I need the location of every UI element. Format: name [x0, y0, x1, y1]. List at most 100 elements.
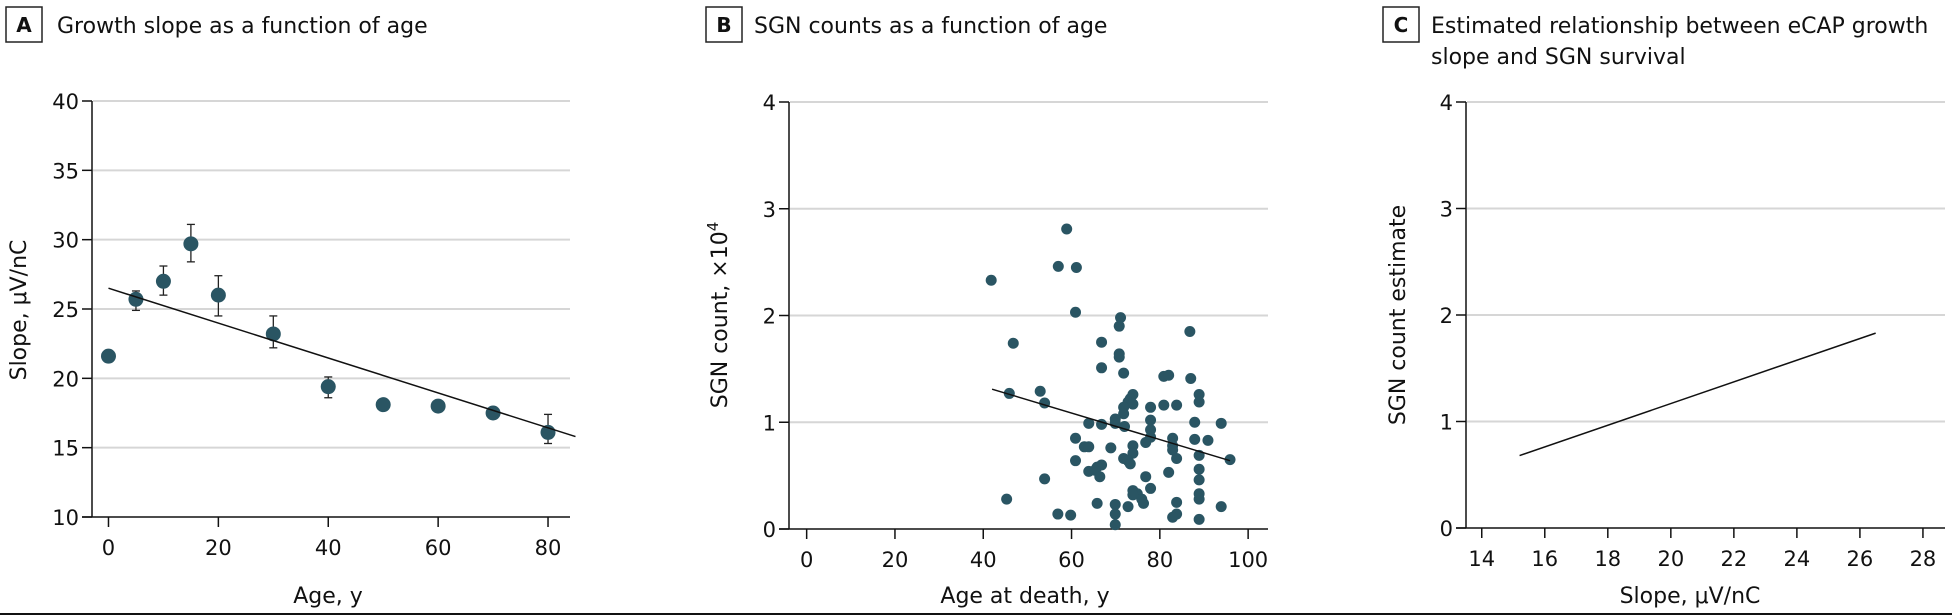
panel-b-marks — [985, 223, 1236, 531]
panel-c-x-axis-title: Slope, μV/nC — [1620, 584, 1761, 609]
data-point — [1140, 437, 1152, 449]
panel-b-x-tick-label: 80 — [1146, 548, 1173, 572]
data-point — [1171, 453, 1183, 465]
data-point — [1003, 387, 1015, 399]
panel-c-x-tick-label: 18 — [1594, 547, 1621, 571]
data-point — [155, 273, 171, 289]
panel-a-y-tick-label: 20 — [52, 367, 79, 391]
data-point — [1167, 511, 1179, 523]
data-point — [375, 397, 391, 413]
panel-a-label-box — [5, 6, 43, 43]
panel-c-y-tick-label: 3 — [1440, 198, 1453, 222]
data-point — [1115, 312, 1127, 324]
data-point — [1193, 396, 1205, 408]
data-point — [1052, 260, 1064, 272]
data-point — [100, 348, 116, 364]
data-point — [1215, 501, 1227, 513]
panel-b-y-axis-title-superscript: 4 — [704, 222, 722, 232]
panel-c-label-box — [1382, 6, 1420, 43]
panel-a-x-tick-label: 40 — [315, 536, 342, 560]
panel-a-y-axis-title: Slope, μV/nC — [7, 240, 32, 381]
data-point — [1202, 434, 1214, 446]
data-point — [1127, 489, 1139, 501]
data-point — [210, 287, 226, 303]
data-point — [1138, 497, 1150, 509]
panel-c-marks — [1519, 332, 1876, 457]
data-point — [1070, 261, 1082, 273]
panel-c-axes: 0 1 2 3 4 14 16 18 20 22 24 26 28 — [1440, 91, 1945, 571]
data-point — [1145, 401, 1157, 413]
data-point — [1185, 372, 1197, 384]
estimate-line — [1519, 332, 1876, 457]
data-point — [1113, 351, 1125, 363]
data-point — [1145, 414, 1157, 426]
panel-c-x-tick-label: 14 — [1468, 547, 1495, 571]
panel-b-y-tick-label: 1 — [763, 411, 776, 435]
regression-line — [991, 388, 1231, 462]
data-point — [1189, 433, 1201, 445]
panel-c-x-tick-label: 22 — [1720, 547, 1747, 571]
panel-b-label-box — [705, 6, 743, 43]
panel-a-y-tick-label: 35 — [52, 159, 79, 183]
panel-c-x-tick-label: 24 — [1784, 547, 1811, 571]
data-point — [1193, 474, 1205, 486]
data-point — [1193, 463, 1205, 475]
panel-b-x-tick-label: 40 — [970, 548, 997, 572]
data-point — [1124, 458, 1136, 470]
panel-c-x-tick-label: 20 — [1657, 547, 1684, 571]
panel-b-y-axis-title: SGN count, ×104 — [704, 222, 733, 409]
panel-c-gridlines — [1467, 101, 1945, 423]
data-point — [1193, 513, 1205, 525]
panel-c-x-tick-label: 26 — [1847, 547, 1874, 571]
data-point — [1109, 498, 1121, 510]
panel-b-gridlines — [790, 101, 1268, 424]
panel-a-marks — [100, 223, 576, 445]
data-point — [1171, 496, 1183, 508]
data-point — [1215, 417, 1227, 429]
panel-a-y-tick-label: 30 — [52, 229, 79, 253]
data-point — [1007, 337, 1019, 349]
panel-b-title: SGN counts as a function of age — [754, 14, 1107, 39]
data-point — [1070, 432, 1082, 444]
data-point — [1065, 509, 1077, 521]
panel-c: C Estimated relationship between eCAP gr… — [1382, 6, 1945, 609]
panel-a-x-tick-label: 60 — [425, 536, 452, 560]
panel-c-y-tick-label: 2 — [1440, 304, 1453, 328]
data-point — [1091, 497, 1103, 509]
data-point — [265, 326, 281, 342]
panel-a-y-tick-label: 25 — [52, 298, 79, 322]
data-point — [1070, 306, 1082, 318]
panel-c-title-line-1: Estimated relationship between eCAP grow… — [1431, 14, 1928, 39]
data-point — [183, 236, 199, 252]
data-point — [1118, 408, 1130, 420]
data-point — [1001, 493, 1013, 505]
data-point — [1158, 399, 1170, 411]
data-point — [1105, 442, 1117, 454]
panel-b-x-axis-title: Age at death, y — [940, 584, 1109, 609]
panel-c-x-tick-label: 28 — [1910, 547, 1937, 571]
data-point — [1061, 223, 1073, 235]
data-point — [1163, 466, 1175, 478]
data-point — [1171, 399, 1183, 411]
panel-b-y-tick-label: 0 — [763, 518, 776, 542]
panel-a-x-tick-label: 80 — [535, 536, 562, 560]
data-point — [1193, 493, 1205, 505]
data-point — [1083, 417, 1095, 429]
data-point — [1167, 444, 1179, 456]
panel-c-y-tick-label: 4 — [1440, 91, 1453, 115]
data-point — [1140, 471, 1152, 483]
panel-a-x-tick-label: 0 — [102, 536, 115, 560]
data-point — [1109, 508, 1121, 520]
data-point — [1052, 508, 1064, 520]
panel-c-y-tick-label: 1 — [1440, 411, 1453, 435]
data-point — [1109, 519, 1121, 531]
panel-b-x-tick-label: 100 — [1228, 548, 1268, 572]
panel-a: A Growth slope as a function of age 10 15… — [5, 6, 576, 609]
panel-a-axes: 10 15 20 25 30 35 40 0 20 40 60 80 — [52, 90, 570, 560]
panel-a-y-tick-label: 40 — [52, 90, 79, 114]
panel-a-title: Growth slope as a function of age — [57, 14, 428, 39]
data-point — [1184, 326, 1196, 338]
data-point — [1163, 369, 1175, 381]
